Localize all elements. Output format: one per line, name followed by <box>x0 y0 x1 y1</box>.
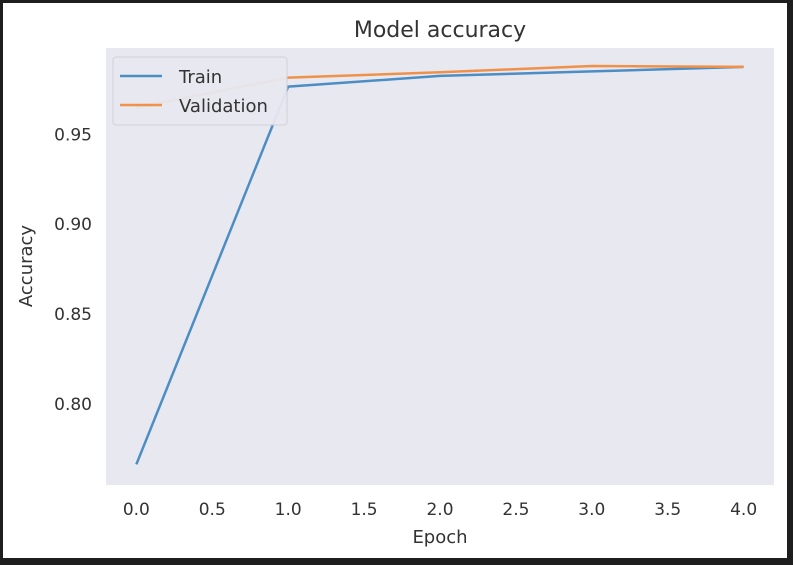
y-tick-label: 0.90 <box>54 215 92 235</box>
x-axis-title: Epoch <box>412 527 467 548</box>
y-tick-label: 0.85 <box>54 305 92 325</box>
chart-title: Model accuracy <box>354 18 526 43</box>
figure-frame: 0.0 0.5 1.0 1.5 2.0 2.5 3.0 3.5 4.0 0.80 0.85 0.90… <box>3 3 787 558</box>
x-tick-label: 3.5 <box>654 500 681 520</box>
accuracy-chart: 0.0 0.5 1.0 1.5 2.0 2.5 3.0 3.5 4.0 0.80 0.85 0.90… <box>16 18 774 548</box>
x-tick-label: 0.5 <box>199 500 226 520</box>
x-tick-label: 4.0 <box>730 500 757 520</box>
y-axis-title: Accuracy <box>16 225 37 308</box>
x-tick-label: 0.0 <box>123 500 150 520</box>
x-tick-label: 2.5 <box>502 500 529 520</box>
x-tick-label: 2.0 <box>426 500 453 520</box>
legend-box <box>112 56 288 126</box>
x-tick-label: 1.0 <box>275 500 302 520</box>
legend: Train Validation <box>112 56 288 126</box>
y-ticks: 0.80 0.85 0.90 0.95 <box>54 125 92 415</box>
y-tick-label: 0.80 <box>54 395 92 415</box>
y-tick-label: 0.95 <box>54 125 92 145</box>
legend-validation-label: Validation <box>179 96 268 117</box>
series-line-train <box>135 65 744 465</box>
legend-train-label: Train <box>178 67 222 88</box>
x-ticks: 0.0 0.5 1.0 1.5 2.0 2.5 3.0 3.5 4.0 <box>123 500 757 520</box>
x-tick-label: 1.5 <box>351 500 378 520</box>
x-tick-label: 3.0 <box>578 500 605 520</box>
